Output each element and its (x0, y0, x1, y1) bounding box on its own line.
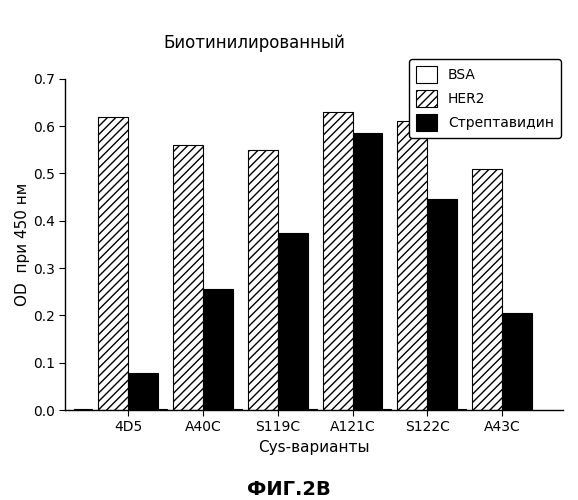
Y-axis label: OD  при 450 нм: OD при 450 нм (15, 183, 30, 306)
Bar (248, 150, 278, 410)
Bar (299, 408, 317, 410)
Text: ФИГ.2В: ФИГ.2В (247, 480, 331, 499)
Bar (173, 145, 203, 410)
Bar (278, 232, 307, 410)
Bar (398, 122, 427, 410)
Bar (203, 290, 233, 410)
Bar (449, 408, 466, 410)
Legend: BSA, HER2, Стрептавидин: BSA, HER2, Стрептавидин (409, 59, 561, 138)
Bar (472, 168, 502, 410)
X-axis label: Cys-варианты: Cys-варианты (258, 440, 370, 455)
Bar (128, 373, 158, 410)
Bar (353, 133, 383, 410)
Bar (323, 112, 353, 410)
Bar (75, 408, 92, 410)
Bar (373, 408, 391, 410)
Text: Биотинилированный: Биотинилированный (164, 34, 345, 52)
Bar (149, 408, 167, 410)
Bar (98, 116, 128, 410)
Bar (224, 408, 242, 410)
Bar (502, 313, 532, 410)
Bar (427, 200, 457, 410)
